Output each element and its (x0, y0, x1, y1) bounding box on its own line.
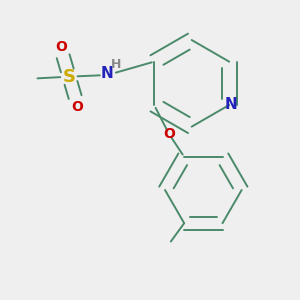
Text: N: N (101, 66, 114, 81)
Text: O: O (71, 100, 83, 114)
Text: S: S (63, 68, 76, 86)
Text: N: N (224, 98, 237, 112)
Text: O: O (55, 40, 67, 54)
Text: H: H (111, 58, 121, 70)
Text: O: O (163, 127, 175, 141)
